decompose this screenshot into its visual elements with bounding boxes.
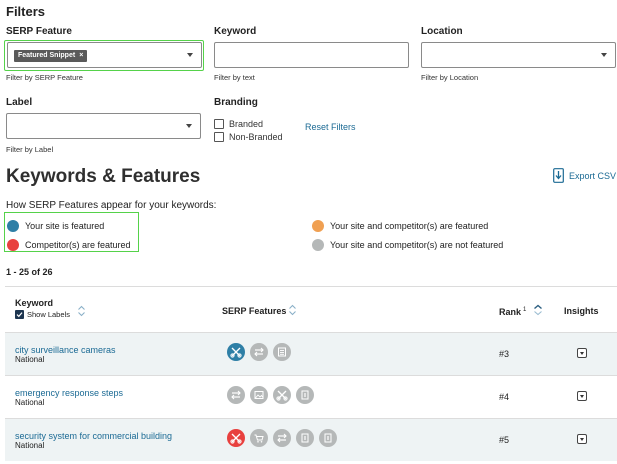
table-row: city surveillance cameras National #3 [5, 333, 617, 375]
featured-snippet-chip: Featured Snippet × [14, 50, 88, 62]
red-dot-icon [7, 238, 19, 251]
legend-item-both: Your site and competitor(s) are featured [312, 217, 488, 235]
location-label: Location [421, 26, 463, 37]
divider [5, 332, 617, 333]
divider [5, 418, 617, 419]
knowledge-icon[interactable] [296, 429, 314, 447]
export-csv-label: Export CSV [569, 170, 617, 181]
arrows-icon[interactable] [250, 343, 268, 361]
arrows-icon[interactable] [227, 386, 245, 404]
reset-filters-link[interactable]: Reset Filters [305, 122, 356, 132]
branded-label: Branded [229, 118, 264, 129]
keyword-location: National [15, 398, 45, 407]
download-icon [553, 168, 564, 183]
image-icon[interactable] [250, 386, 268, 404]
knowledge-icon[interactable] [319, 429, 337, 447]
non-branded-option[interactable]: Non-Branded [214, 128, 283, 146]
branded-checkbox[interactable] [214, 118, 224, 129]
serp-feature-help: Filter by SERP Feature [6, 73, 83, 82]
keyword-location: National [15, 441, 45, 450]
section-title: Keywords & Features [6, 166, 201, 187]
table-row: emergency response steps National #4 [5, 376, 617, 418]
label-label: Label [6, 97, 33, 108]
rank-value: #5 [499, 435, 510, 445]
sort-icon[interactable] [288, 304, 297, 316]
cart-icon[interactable] [250, 429, 268, 447]
legend-subtitle: How SERP Features appear for your keywor… [6, 200, 217, 211]
scissors-icon[interactable] [227, 429, 245, 447]
insights-expand-icon[interactable] [577, 434, 587, 444]
chip-remove-icon[interactable]: × [79, 52, 84, 59]
branding-label: Branding [214, 97, 258, 108]
knowledge-icon[interactable] [296, 386, 314, 404]
orange-dot-icon [312, 219, 324, 232]
chevron-down-icon [601, 53, 607, 57]
serp-feature-select[interactable]: Featured Snippet × [7, 42, 202, 68]
rank-header-label: Rank [499, 307, 522, 317]
checked-checkbox[interactable] [15, 310, 24, 319]
blue-dot-icon [7, 219, 19, 232]
show-labels-toggle[interactable]: Show Labels [15, 310, 70, 319]
keyword-location: National [15, 355, 45, 364]
branded-option[interactable]: Branded [214, 115, 263, 133]
keyword-link[interactable]: city surveillance cameras [15, 345, 116, 355]
keyword-label: Keyword [214, 26, 257, 37]
legend-text: Competitor(s) are featured [25, 239, 131, 250]
legend-item-competitor: Competitor(s) are featured [7, 236, 131, 254]
results-count: 1 - 25 of 26 [6, 267, 53, 277]
news-icon[interactable] [273, 343, 291, 361]
rank-footnote: 1 [523, 307, 527, 313]
divider [5, 286, 617, 287]
non-branded-label: Non-Branded [229, 131, 283, 142]
keyword-link[interactable]: emergency response steps [15, 388, 124, 398]
sort-icon[interactable] [533, 304, 543, 316]
non-branded-checkbox[interactable] [214, 131, 224, 142]
legend-highlight [4, 212, 139, 252]
table-row: security system for commercial building … [5, 419, 617, 461]
filters-title: Filters [6, 4, 46, 19]
chip-label: Featured Snippet [18, 52, 76, 59]
scissors-icon[interactable] [227, 343, 245, 361]
label-select[interactable] [6, 113, 201, 139]
label-help: Filter by Label [6, 145, 54, 154]
legend-item-yours: Your site is featured [7, 217, 104, 235]
insights-expand-icon[interactable] [577, 348, 587, 358]
check-icon [16, 312, 23, 318]
serp-features-header: SERP Features [222, 306, 287, 316]
keyword-help: Filter by text [214, 73, 255, 82]
rank-value: #3 [499, 349, 510, 359]
legend-text: Your site is featured [25, 220, 105, 231]
scissors-icon[interactable] [273, 386, 291, 404]
keyword-header: Keyword [15, 298, 54, 308]
rank-value: #4 [499, 392, 510, 402]
keyword-input[interactable] [214, 42, 409, 68]
legend-text: Your site and competitor(s) are not feat… [330, 239, 504, 250]
grey-dot-icon [312, 238, 324, 251]
insights-header: Insights [564, 306, 599, 316]
divider [5, 375, 617, 376]
export-csv-button[interactable]: Export CSV [553, 168, 616, 183]
legend-item-none: Your site and competitor(s) are not feat… [312, 236, 503, 254]
location-help: Filter by Location [421, 73, 479, 82]
arrows-icon[interactable] [273, 429, 291, 447]
rank-header: Rank 1 [499, 307, 526, 317]
location-select[interactable] [421, 42, 616, 68]
serp-feature-highlight [4, 40, 204, 71]
insights-expand-icon[interactable] [577, 391, 587, 401]
legend-text: Your site and competitor(s) are featured [330, 220, 489, 231]
sort-icon[interactable] [77, 305, 86, 317]
keyword-link[interactable]: security system for commercial building [15, 431, 173, 441]
chevron-down-icon [187, 53, 193, 57]
show-labels-text: Show Labels [27, 310, 70, 319]
chevron-down-icon [186, 124, 192, 128]
serp-feature-label: SERP Feature [6, 26, 72, 37]
